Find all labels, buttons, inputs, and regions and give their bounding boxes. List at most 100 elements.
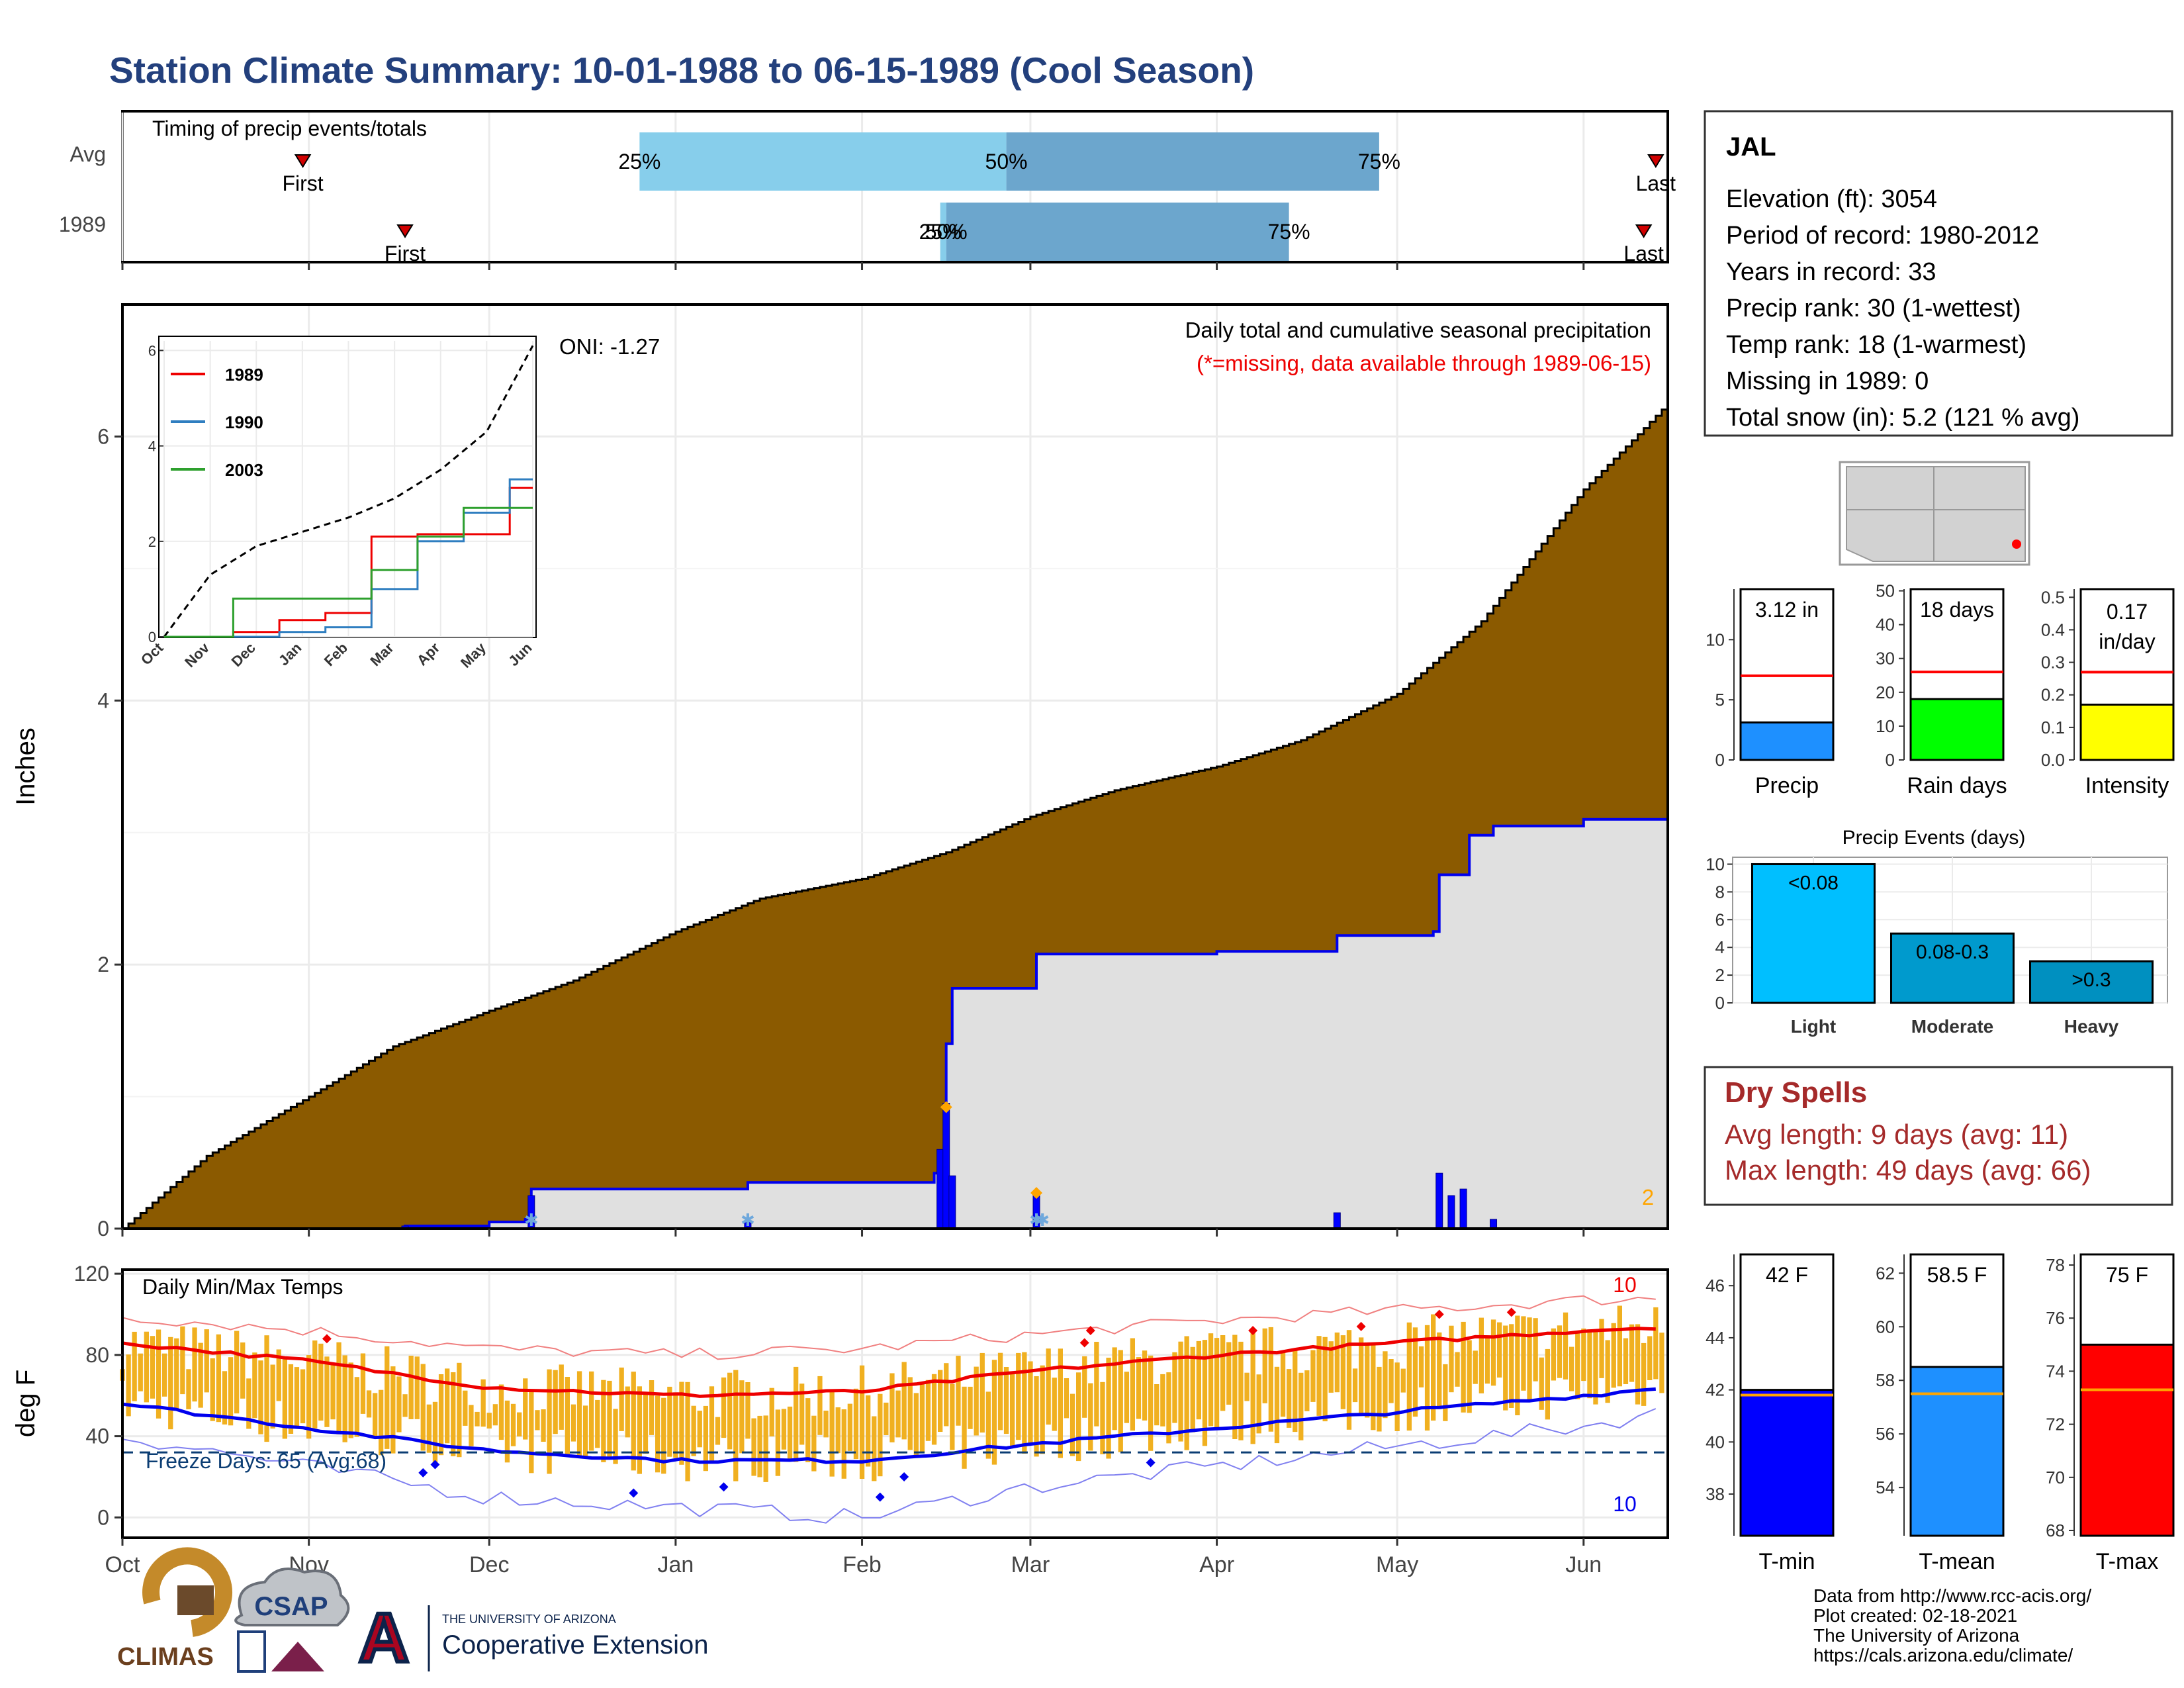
daily-temp-bar [445,1368,450,1444]
temps-bottom-count: 10 [1613,1492,1637,1516]
timing-x-ticks [121,262,1585,270]
timing-p25-label: 25% [919,220,962,244]
temp-bar-tick-label: 74 [2046,1361,2065,1381]
daily-temp-bar [739,1380,745,1454]
temp-bar-t-max [2079,1343,2175,1537]
daily-temp-bar [1484,1336,1490,1384]
daily-temp-bar [919,1384,925,1453]
daily-temp-bar [1551,1328,1556,1381]
precip-frame [121,303,1669,1230]
snowflake-icon: ✱ [1035,1210,1050,1230]
daily-temp-bar [1130,1338,1135,1431]
precip-y-tick-label: 6 [97,424,109,448]
month-tick-label: Mar [1011,1552,1050,1577]
mini-bar-value-label: 18 days [1920,598,1994,622]
daily-temp-bar [655,1395,660,1473]
daily-temp-bar [811,1415,817,1472]
daily-temp-bar [1100,1382,1105,1454]
daily-temp-bar [300,1369,306,1424]
record-min-line [122,1408,1657,1524]
temp-bar-tick-label: 60 [1876,1317,1895,1336]
precip-y-ticks: 0 2 4 6 [97,424,122,1241]
daily-temp-bar [535,1410,540,1430]
daily-temp-bar [379,1389,384,1456]
daily-temp-bar [1581,1329,1586,1382]
daily-temp-bar [823,1411,829,1438]
daily-temp-bar [1196,1340,1201,1420]
station-info-line: Years in record: 33 [1726,258,1936,286]
precip-note-missing: (*=missing, data available through 1989-… [1197,351,1651,375]
inset-series-1990 [164,478,533,638]
climas-logo-mark [142,1547,233,1637]
daily-temp-bar [1340,1335,1345,1409]
temp-bar-tick-label: 58 [1876,1370,1895,1390]
daily-temp-bar [1424,1325,1430,1431]
daily-temp-bar [342,1355,347,1442]
daily-temp-bar [162,1353,167,1397]
daily-temp-bar [1328,1341,1334,1393]
daily-temp-bar [1184,1336,1189,1450]
daily-temp-bar [583,1405,588,1458]
daily-temp-bar [234,1331,240,1414]
csap-logo: CSAP [234,1568,350,1673]
mini-bar-tick-label: 20 [1876,682,1895,702]
temp-bar-tick-label: 44 [1706,1328,1725,1348]
temp-bar-tick-label: 54 [1876,1477,1895,1497]
daily-precip-bar [1459,1188,1467,1229]
daily-temp-bar [1022,1352,1027,1454]
daily-temp-bar [1521,1316,1526,1391]
daily-temp-bar [210,1358,215,1421]
month-tick-label: Apr [1199,1552,1234,1577]
temps-y-tick-label: 40 [85,1425,109,1448]
daily-temp-bar [480,1379,486,1427]
timing-first-label: First [385,242,426,265]
locator-map [1839,461,2030,566]
daily-temp-bar [829,1391,835,1477]
daily-temp-bar [385,1346,390,1449]
temps-content [120,1295,1668,1524]
daily-temp-bar [1310,1350,1316,1402]
events-tick-label: 8 [1715,882,1725,902]
daily-temp-bar [282,1358,287,1439]
month-tick-label: Jun [1565,1552,1602,1577]
daily-temp-bar [991,1360,997,1465]
daily-temp-bar [1112,1347,1117,1430]
temp-bar-tick-label: 76 [2046,1308,2065,1328]
credit-line: The University of Arizona [1813,1625,2020,1646]
daily-temp-bar [878,1393,883,1477]
events-tick-label: 6 [1715,910,1725,929]
timing-last-marker [1647,154,1664,168]
dry-spells-max: Max length: 49 days (avg: 66) [1725,1154,2091,1186]
daily-temp-bar [1238,1341,1244,1440]
daily-temp-bar [938,1370,943,1432]
daily-temp-bar [1497,1322,1502,1378]
mini-bar-tick-label: 5 [1715,690,1725,710]
daily-temp-bar [637,1386,642,1474]
temp-bar-value-label: 58.5 F [1927,1263,1987,1287]
daily-temp-bar [703,1405,708,1472]
dry-spells-title: Dry Spells [1725,1076,1867,1109]
mini-bar-rain-days [1909,698,2005,761]
temp-bar-name: T-max [2096,1549,2158,1574]
daily-temp-bar [1142,1350,1148,1421]
temps-y-tick-label: 120 [74,1262,109,1286]
daily-temp-bar [1359,1337,1364,1416]
temp-bar-tick-label: 70 [2046,1468,2065,1487]
daily-temp-bar [607,1380,612,1458]
month-tick-label: Feb [842,1552,882,1577]
credit-line: https://cals.arizona.edu/climate/ [1813,1645,2073,1665]
temperature-summary-bars: 38 40 42 44 46 42 F T-min 54 56 58 60 62 58.5 F T-mea… [1706,1253,2175,1574]
daily-temp-bar [985,1391,991,1459]
daily-temp-bar [1064,1378,1069,1419]
daily-temp-bar [1406,1322,1412,1431]
daily-temp-bar [979,1352,985,1433]
daily-temp-bar [168,1336,173,1430]
daily-temp-bar [931,1374,937,1445]
daily-temp-bar [1280,1352,1286,1417]
daily-temp-bar [1449,1325,1454,1393]
daily-temp-bar [727,1372,733,1450]
inset-y-tick-label: 0 [148,629,156,645]
daily-temp-bar [222,1371,228,1425]
daily-temp-bar [1388,1359,1394,1403]
